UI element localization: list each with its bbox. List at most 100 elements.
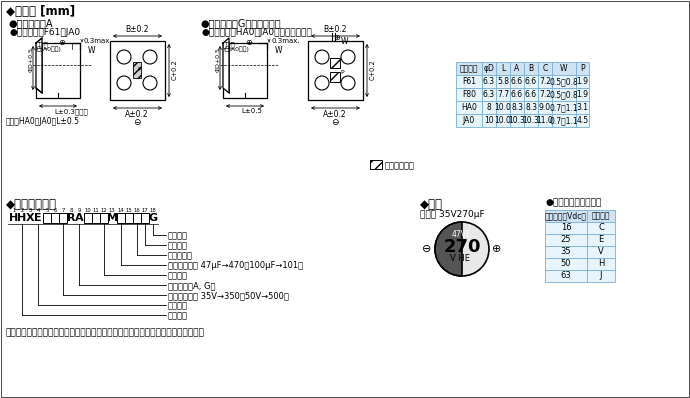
Text: 35: 35: [561, 248, 571, 256]
Text: V HE: V HE: [450, 254, 470, 263]
Circle shape: [143, 50, 157, 64]
Text: P: P: [137, 67, 141, 72]
Text: 内：辅助端子: 内：辅助端子: [385, 161, 415, 170]
Text: 7.2: 7.2: [539, 90, 551, 99]
Text: 0.7～1.1: 0.7～1.1: [550, 116, 578, 125]
Text: E: E: [34, 213, 42, 223]
Text: ◆产品型号体系: ◆产品型号体系: [6, 198, 57, 211]
Text: C: C: [542, 64, 548, 73]
Bar: [576, 114, 589, 127]
Bar: [92, 213, 100, 223]
Bar: [133, 62, 141, 78]
Text: ⊖: ⊖: [133, 118, 141, 127]
Bar: [524, 101, 538, 114]
Text: HA0: HA0: [461, 103, 477, 112]
Text: 10.0: 10.0: [495, 116, 511, 125]
Text: ΦD+0.5: ΦD+0.5: [28, 48, 34, 72]
Bar: [496, 101, 510, 114]
Bar: [496, 62, 510, 75]
Text: 11: 11: [92, 208, 99, 213]
Text: 6.6: 6.6: [525, 77, 537, 86]
Text: ●端子代码：G（耐振构造）: ●端子代码：G（耐振构造）: [200, 18, 281, 28]
Text: B±0.2: B±0.2: [323, 25, 347, 34]
Circle shape: [435, 222, 489, 276]
Text: 50: 50: [561, 259, 571, 269]
Wedge shape: [435, 222, 462, 276]
Text: 容许差代码: 容许差代码: [168, 252, 193, 261]
Bar: [110, 41, 165, 100]
Bar: [587, 258, 615, 270]
Bar: [308, 41, 363, 100]
Text: 尺寸代码: 尺寸代码: [460, 64, 478, 73]
Bar: [59, 213, 67, 223]
Text: 1: 1: [12, 208, 16, 213]
Text: 10: 10: [85, 208, 91, 213]
Text: ◆尺寸图 [mm]: ◆尺寸图 [mm]: [6, 5, 75, 18]
Text: 7: 7: [61, 208, 65, 213]
Text: W: W: [560, 64, 568, 73]
Text: E: E: [598, 236, 604, 244]
Text: ●端子代码：A: ●端子代码：A: [8, 18, 52, 28]
Bar: [84, 213, 92, 223]
Text: L±0.3（注）: L±0.3（注）: [54, 108, 88, 115]
Text: 产品分类: 产品分类: [168, 312, 188, 320]
Text: H: H: [17, 213, 27, 223]
Text: F80: F80: [462, 90, 476, 99]
Bar: [576, 62, 589, 75]
Bar: [496, 114, 510, 127]
Text: 11.0: 11.0: [537, 116, 553, 125]
Text: ●尺寸代码：HA0～JA0（带辅助端子）: ●尺寸代码：HA0～JA0（带辅助端子）: [202, 28, 313, 37]
Text: 额定电压（Vdc）: 额定电压（Vdc）: [545, 211, 587, 220]
Text: 7.7: 7.7: [497, 90, 509, 99]
Text: 系列代码: 系列代码: [168, 302, 188, 310]
Bar: [330, 72, 340, 82]
Text: L: L: [501, 64, 505, 73]
Text: B±0.2: B±0.2: [126, 25, 149, 34]
Text: 编带代码: 编带代码: [168, 271, 188, 281]
Bar: [141, 213, 149, 223]
Text: 14: 14: [117, 208, 124, 213]
Text: 6.3: 6.3: [483, 77, 495, 86]
Bar: [545, 270, 587, 282]
Bar: [510, 114, 524, 127]
Circle shape: [117, 76, 131, 90]
Text: A±0.2: A±0.2: [125, 110, 149, 119]
Text: JA0: JA0: [463, 116, 475, 125]
Text: A: A: [514, 64, 520, 73]
Text: H: H: [598, 259, 604, 269]
Text: 270: 270: [443, 238, 481, 256]
Text: 10: 10: [484, 116, 494, 125]
Text: 17: 17: [141, 208, 148, 213]
Text: 6.6: 6.6: [525, 90, 537, 99]
Bar: [552, 101, 576, 114]
Text: 5: 5: [46, 208, 49, 213]
Bar: [538, 88, 552, 101]
Text: 压力阀: 压力阀: [36, 41, 49, 48]
Bar: [456, 75, 482, 88]
Text: 设计代码: 设计代码: [168, 232, 188, 240]
Text: φD: φD: [484, 64, 495, 73]
Text: 47VE: 47VE: [452, 230, 472, 239]
Text: V: V: [598, 248, 604, 256]
Circle shape: [143, 76, 157, 90]
Bar: [482, 75, 496, 88]
Bar: [125, 213, 133, 223]
Bar: [576, 101, 589, 114]
Text: G: G: [148, 213, 157, 223]
Text: ⊕: ⊕: [333, 33, 340, 42]
Bar: [587, 270, 615, 282]
Polygon shape: [36, 38, 42, 93]
Text: B: B: [529, 64, 533, 73]
Text: P: P: [340, 70, 344, 75]
Text: 0.5～0.8: 0.5～0.8: [550, 77, 578, 86]
Text: 6.6: 6.6: [511, 90, 523, 99]
Bar: [482, 62, 496, 75]
Bar: [117, 213, 125, 223]
Bar: [223, 43, 267, 98]
Bar: [510, 75, 524, 88]
Bar: [510, 62, 524, 75]
Circle shape: [315, 76, 329, 90]
Bar: [456, 62, 482, 75]
Bar: [482, 101, 496, 114]
Text: 8.3: 8.3: [511, 103, 523, 112]
